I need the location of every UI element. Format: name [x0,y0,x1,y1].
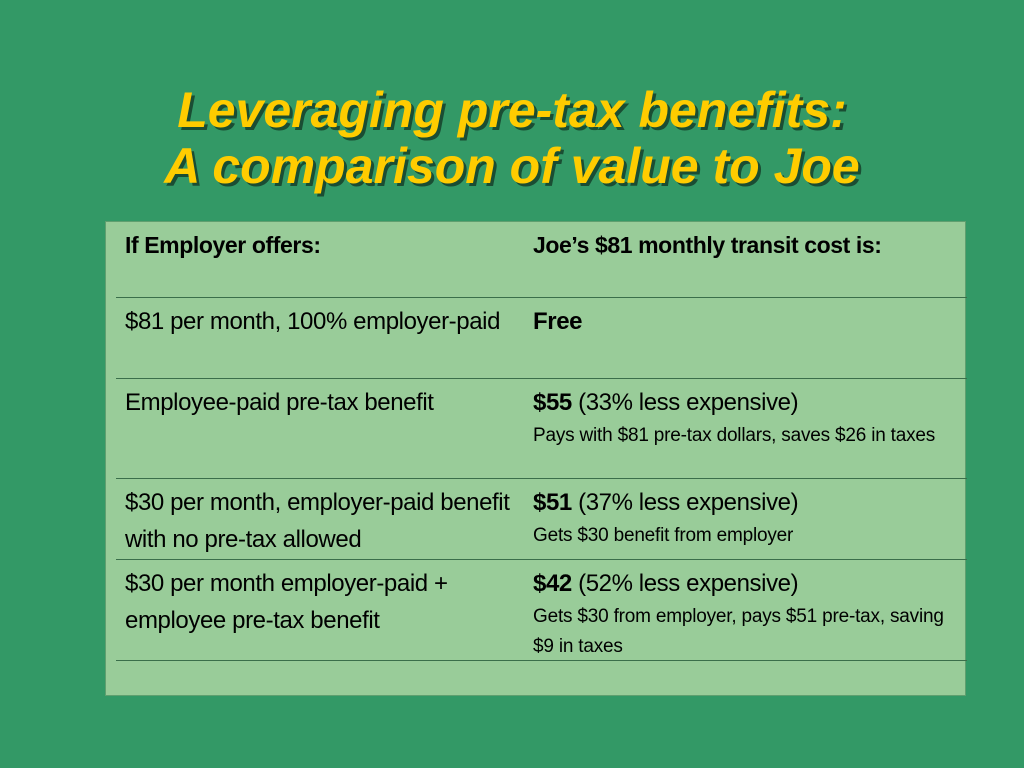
table-row: $30 per month employer-paid + employee p… [116,560,967,661]
cost-value: $55 [533,389,572,416]
cost-cell: $55 (33% less expensive) Pays with $81 p… [532,379,967,478]
cost-value: Free [533,308,583,335]
cost-value: $42 [533,570,572,597]
option-cell: Employee-paid pre-tax benefit [125,389,434,416]
header-employer-offers: If Employer offers: [125,232,321,258]
table-row: $30 per month, employer-paid benefit wit… [116,479,967,560]
title-line-2: A comparison of value to Joe [164,138,860,194]
header-transit-cost: Joe’s $81 monthly transit cost is: [533,232,882,258]
cost-note: Gets $30 benefit from employer [533,525,794,546]
table-header-row: If Employer offers: Joe’s $81 monthly tr… [116,222,967,298]
table-row: Employee-paid pre-tax benefit $55 (33% l… [116,379,967,479]
comparison-table: If Employer offers: Joe’s $81 monthly tr… [105,221,967,696]
option-cell: $30 per month employer-paid + employee p… [125,570,448,634]
cost-note: Gets $30 from employer, pays $51 pre-tax… [533,606,944,657]
cost-savings: (37% less expensive) [571,489,799,516]
cost-cell: Free [532,298,967,378]
comparison-grid: If Employer offers: Joe’s $81 monthly tr… [116,222,967,661]
cost-value: $51 [533,489,572,516]
table-row: $81 per month, 100% employer-paid Free [116,298,967,379]
cost-note: Pays with $81 pre-tax dollars, saves $26… [533,425,936,446]
title-line-1: Leveraging pre-tax benefits: [177,82,847,138]
option-cell: $30 per month, employer-paid benefit wit… [125,489,510,553]
cost-cell: $42 (52% less expensive) Gets $30 from e… [532,560,967,660]
cost-cell: $51 (37% less expensive) Gets $30 benefi… [532,479,967,559]
option-cell: $81 per month, 100% employer-paid [125,308,501,335]
slide-title: Leveraging pre-tax benefits: A compariso… [0,82,1024,194]
cost-savings: (52% less expensive) [571,570,799,597]
cost-savings: (33% less expensive) [571,389,799,416]
